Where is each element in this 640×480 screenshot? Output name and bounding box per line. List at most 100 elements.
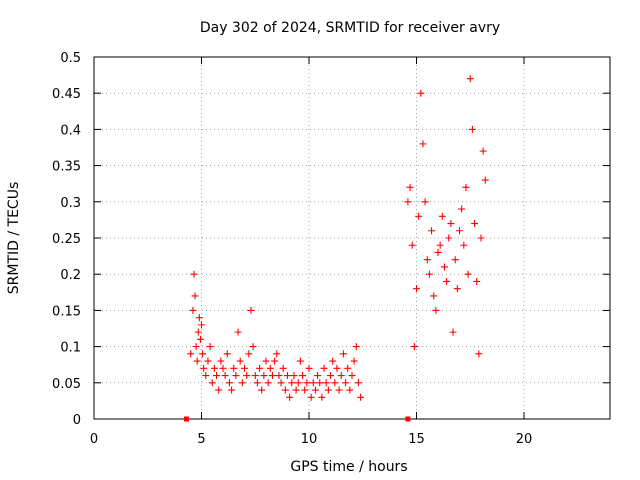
data-point-series-0 xyxy=(329,357,337,365)
data-point-series-0 xyxy=(219,364,227,372)
data-point-series-0 xyxy=(258,386,266,394)
data-point-series-0 xyxy=(232,372,240,380)
data-point-series-0 xyxy=(223,350,231,358)
data-point-series-1 xyxy=(481,176,489,184)
data-point-series-0 xyxy=(348,372,356,380)
data-point-series-0 xyxy=(241,364,248,372)
data-point-series-1 xyxy=(462,183,470,191)
data-point-series-1 xyxy=(443,277,451,285)
zero-marker-layer xyxy=(183,416,411,422)
data-point-series-0 xyxy=(320,364,328,372)
data-point-series-0 xyxy=(202,372,210,380)
data-point-series-0 xyxy=(251,372,259,380)
data-point-series-0 xyxy=(260,372,268,380)
data-point-series-0 xyxy=(196,335,204,343)
data-point-series-0 xyxy=(189,306,197,314)
data-point-series-1 xyxy=(423,256,431,264)
data-point-series-1 xyxy=(479,147,487,155)
data-point-series-1 xyxy=(477,234,485,242)
data-point-series-0 xyxy=(352,343,360,351)
data-point-series-0 xyxy=(290,372,298,380)
data-point-series-0 xyxy=(206,343,214,351)
data-point-series-0 xyxy=(275,372,283,380)
data-point-series-0 xyxy=(277,379,285,387)
data-point-series-0 xyxy=(200,364,208,372)
data-point-series-1 xyxy=(404,198,412,206)
data-point-series-1 xyxy=(445,234,453,242)
x-tick-label: 20 xyxy=(516,432,533,447)
data-point-series-1 xyxy=(475,350,483,358)
data-point-series-1 xyxy=(408,241,416,249)
data-point-series-0 xyxy=(279,364,287,372)
y-tick-label: 0.15 xyxy=(52,304,81,319)
data-point-series-0 xyxy=(204,357,212,365)
data-point-series-0 xyxy=(305,364,313,372)
data-point-series-0 xyxy=(194,328,202,336)
data-point-series-0 xyxy=(199,350,207,358)
data-point-series-1 xyxy=(413,285,420,293)
y-tick-label: 0.3 xyxy=(60,196,81,211)
data-point-series-1 xyxy=(430,292,438,300)
data-point-series-1 xyxy=(447,220,455,228)
data-point-series-0 xyxy=(311,386,319,394)
data-point-series-0 xyxy=(346,386,354,394)
data-point-series-1 xyxy=(453,285,461,293)
data-point-series-1 xyxy=(466,75,474,83)
data-point-series-0 xyxy=(307,393,315,401)
data-point-series-0 xyxy=(213,372,221,380)
grid-layer xyxy=(94,57,610,419)
data-point-series-1 xyxy=(421,198,429,206)
y-tick-label: 0.5 xyxy=(60,51,81,66)
zero-value-marker xyxy=(183,416,189,422)
data-point-series-0 xyxy=(301,386,309,394)
data-point-series-0 xyxy=(327,372,334,380)
data-point-series-1 xyxy=(410,343,418,351)
data-point-series-0 xyxy=(286,393,294,401)
data-point-series-0 xyxy=(294,379,302,387)
data-point-series-0 xyxy=(210,364,218,372)
x-axis-title: GPS time / hours xyxy=(290,459,407,475)
data-point-series-0 xyxy=(262,357,270,365)
data-point-series-1 xyxy=(419,140,427,148)
data-point-series-0 xyxy=(236,357,244,365)
data-point-series-1 xyxy=(456,227,463,235)
data-point-series-0 xyxy=(221,372,229,380)
data-point-series-0 xyxy=(264,379,272,387)
x-tick-label: 10 xyxy=(301,432,318,447)
data-point-series-0 xyxy=(238,379,246,387)
data-point-series-0 xyxy=(217,357,225,365)
data-point-series-1 xyxy=(406,183,414,191)
data-point-series-0 xyxy=(191,292,199,300)
data-point-series-1 xyxy=(468,125,476,133)
data-point-series-1 xyxy=(417,89,425,97)
y-tick-label: 0.25 xyxy=(52,232,81,247)
y-tick-label: 0.1 xyxy=(60,341,81,356)
x-tick-label: 15 xyxy=(408,432,425,447)
data-point-series-0 xyxy=(256,364,264,372)
y-tick-label: 0.05 xyxy=(52,377,81,392)
data-point-series-1 xyxy=(473,277,481,285)
data-point-series-0 xyxy=(187,350,195,358)
data-point-series-0 xyxy=(354,379,362,387)
x-tick-label: 0 xyxy=(90,432,98,447)
data-point-series-0 xyxy=(339,350,347,358)
data-point-series-0 xyxy=(249,343,257,351)
data-point-series-0 xyxy=(299,372,307,380)
data-point-series-0 xyxy=(271,357,279,365)
y-tick-label: 0.45 xyxy=(52,87,81,102)
data-point-series-1 xyxy=(451,256,459,264)
y-tick-label: 0.35 xyxy=(52,160,81,175)
data-point-series-0 xyxy=(331,379,339,387)
data-point-series-0 xyxy=(193,357,201,365)
data-point-series-0 xyxy=(192,343,200,351)
data-point-series-0 xyxy=(296,357,304,365)
data-point-series-1 xyxy=(460,241,468,249)
data-point-series-1 xyxy=(425,270,433,278)
data-point-series-0 xyxy=(198,321,205,329)
data-point-series-0 xyxy=(247,306,255,314)
data-point-series-0 xyxy=(284,372,291,380)
data-point-series-0 xyxy=(337,372,345,380)
data-point-series-0 xyxy=(234,328,242,336)
y-tick-label: 0.2 xyxy=(60,268,81,283)
